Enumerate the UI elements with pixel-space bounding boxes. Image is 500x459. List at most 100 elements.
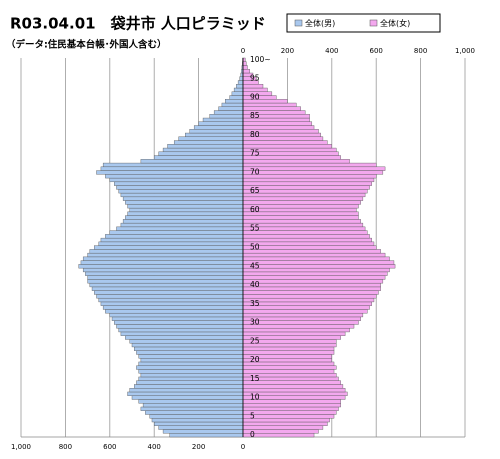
bar bbox=[243, 159, 350, 163]
bar bbox=[88, 276, 243, 280]
bar bbox=[163, 148, 243, 152]
bar bbox=[141, 373, 243, 377]
age-label: 90 bbox=[250, 92, 260, 101]
bar bbox=[243, 103, 296, 107]
bar bbox=[230, 96, 243, 100]
bar bbox=[243, 242, 374, 246]
bar bbox=[243, 388, 345, 392]
bar bbox=[119, 328, 243, 332]
bar bbox=[92, 287, 243, 291]
bottom-tick-label: 1,000 bbox=[11, 443, 31, 451]
bar bbox=[243, 257, 390, 261]
bar bbox=[103, 163, 243, 167]
bar bbox=[243, 328, 350, 332]
bar bbox=[163, 429, 243, 433]
bar bbox=[105, 234, 243, 238]
bar bbox=[243, 276, 385, 280]
bar bbox=[110, 178, 243, 182]
bar bbox=[101, 238, 243, 242]
age-label: 70 bbox=[250, 167, 260, 176]
bottom-tick-label: 0 bbox=[241, 443, 245, 451]
bar bbox=[123, 219, 243, 223]
bar bbox=[243, 186, 370, 190]
bar bbox=[243, 163, 376, 167]
legend-swatch bbox=[295, 20, 302, 26]
bar bbox=[174, 141, 243, 145]
bar bbox=[243, 268, 390, 272]
bar bbox=[116, 186, 243, 190]
age-label: 25 bbox=[250, 336, 260, 345]
age-label: 40 bbox=[250, 280, 260, 289]
bar bbox=[243, 418, 330, 422]
bar bbox=[139, 377, 243, 381]
bar bbox=[243, 407, 338, 411]
bar bbox=[243, 216, 358, 220]
bar bbox=[214, 111, 243, 115]
bar bbox=[243, 246, 376, 250]
bar bbox=[141, 159, 243, 163]
bar bbox=[99, 242, 243, 246]
age-label: 5 bbox=[250, 411, 255, 420]
legend-label: 全体(男) bbox=[305, 18, 335, 28]
bar bbox=[125, 336, 243, 340]
bar bbox=[243, 306, 370, 310]
age-label: 75 bbox=[250, 149, 260, 158]
bottom-tick-label: 200 bbox=[192, 443, 205, 451]
bar bbox=[141, 358, 243, 362]
bar bbox=[128, 392, 243, 396]
bar bbox=[125, 216, 243, 220]
bar bbox=[243, 238, 372, 242]
top-tick-label: 200 bbox=[281, 47, 294, 55]
bar bbox=[136, 381, 243, 385]
age-label: 55 bbox=[250, 224, 260, 233]
bar bbox=[90, 283, 243, 287]
bar bbox=[203, 118, 243, 122]
legend-swatch bbox=[370, 20, 377, 26]
bar bbox=[114, 321, 243, 325]
bar bbox=[83, 268, 243, 272]
bar bbox=[199, 122, 243, 126]
top-tick-label: 0 bbox=[241, 47, 245, 55]
bar bbox=[96, 294, 243, 298]
bar bbox=[243, 126, 314, 130]
bar bbox=[243, 88, 267, 92]
bar bbox=[88, 253, 243, 257]
bar bbox=[243, 189, 367, 193]
age-label: 20 bbox=[250, 355, 260, 364]
bar bbox=[243, 96, 276, 100]
bar bbox=[243, 234, 370, 238]
bar bbox=[185, 133, 243, 137]
bar bbox=[243, 309, 367, 313]
bar bbox=[83, 257, 243, 261]
legend-label: 全体(女) bbox=[380, 18, 410, 28]
age-label: 0 bbox=[250, 430, 255, 439]
bar bbox=[222, 103, 243, 107]
bar bbox=[243, 253, 385, 257]
bar bbox=[243, 291, 378, 295]
bottom-tick-label: 800 bbox=[59, 443, 72, 451]
bar bbox=[159, 152, 243, 156]
bar bbox=[125, 201, 243, 205]
bar bbox=[243, 313, 363, 317]
bar bbox=[159, 426, 243, 430]
bar bbox=[139, 399, 243, 403]
age-label: 15 bbox=[250, 374, 260, 383]
bar bbox=[132, 396, 243, 400]
bar bbox=[243, 302, 372, 306]
bar bbox=[130, 388, 243, 392]
bar bbox=[194, 126, 243, 130]
bar bbox=[110, 313, 243, 317]
bar bbox=[139, 354, 243, 358]
bar bbox=[243, 351, 334, 355]
bar bbox=[243, 141, 327, 145]
bar bbox=[243, 182, 372, 186]
bar bbox=[243, 174, 376, 178]
bar bbox=[232, 92, 243, 96]
bar bbox=[243, 69, 250, 73]
bar bbox=[243, 347, 334, 351]
bar bbox=[243, 107, 301, 111]
age-label: 100~ bbox=[250, 55, 271, 64]
bar bbox=[152, 418, 243, 422]
bar bbox=[150, 414, 243, 418]
